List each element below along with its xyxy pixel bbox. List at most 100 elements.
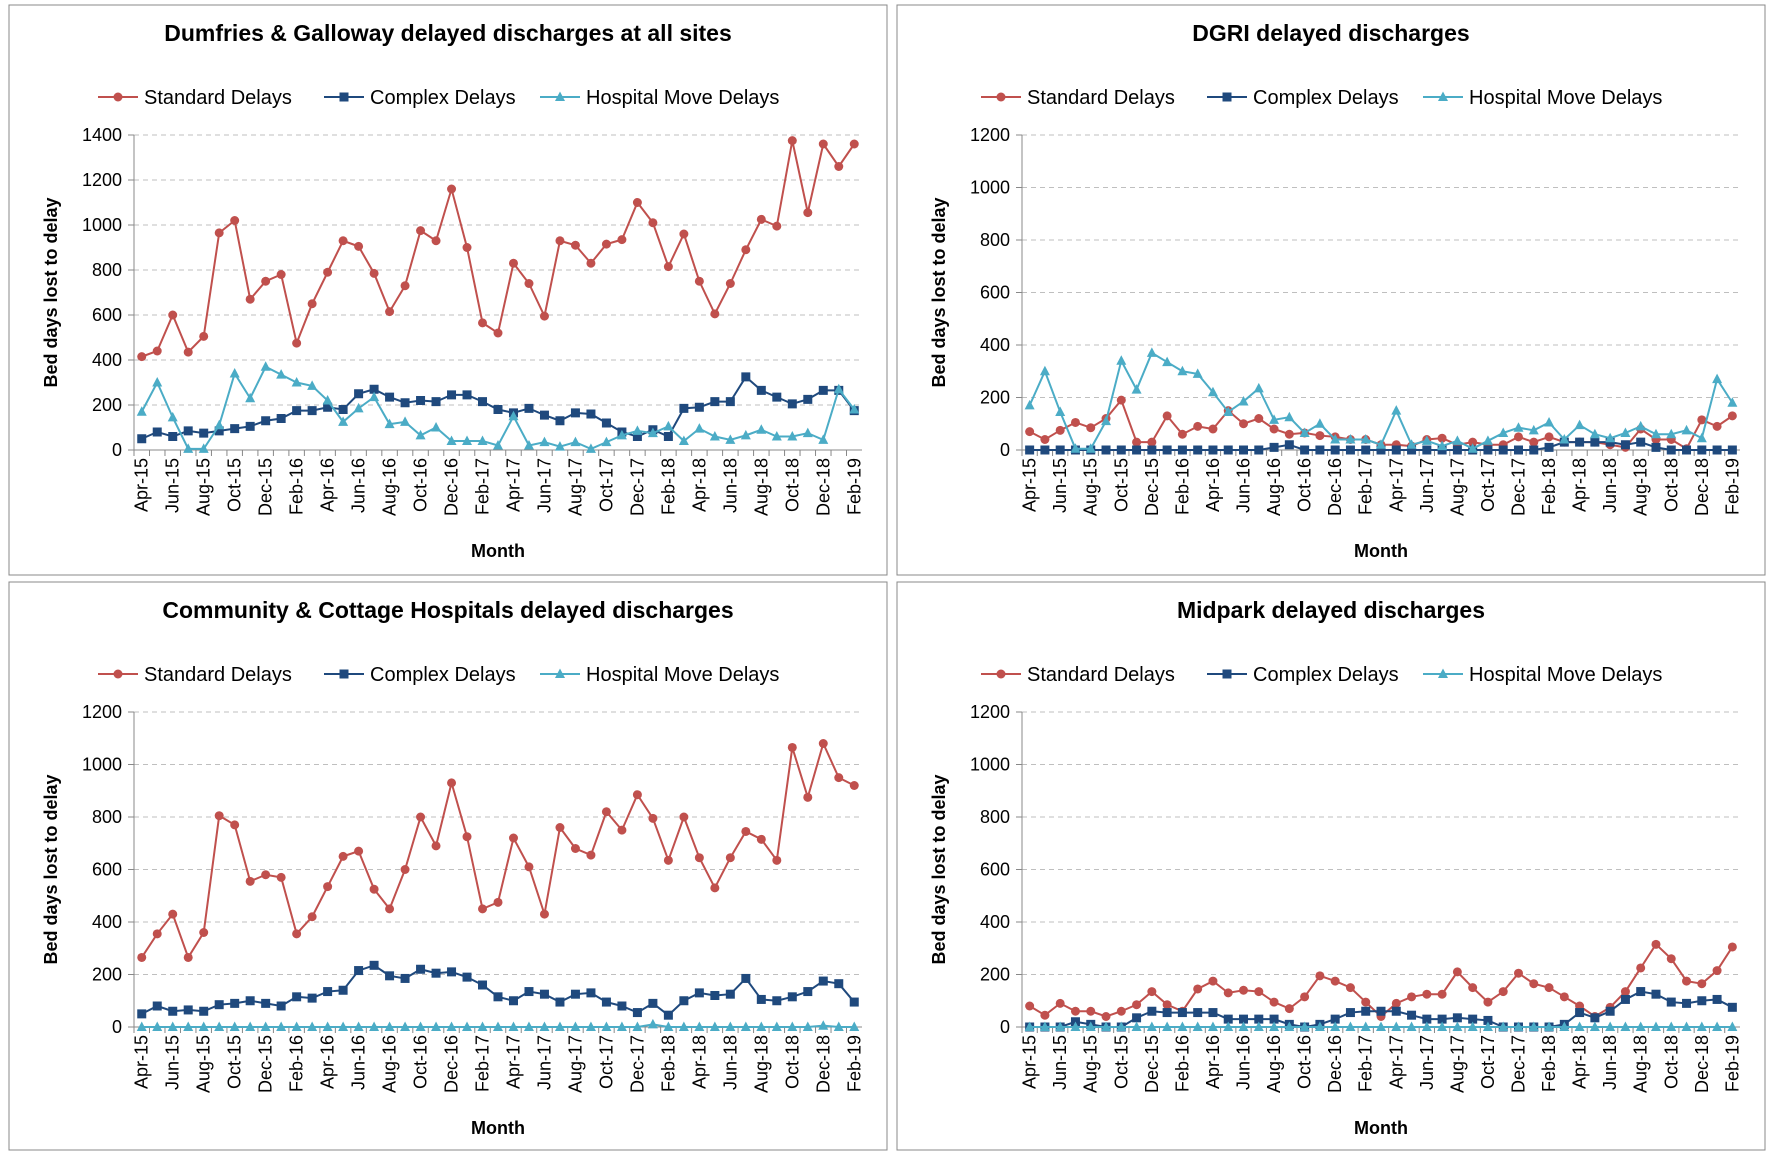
x-tick-label: Oct-15 [225,458,245,512]
data-point [1025,427,1035,437]
data-point [322,1021,333,1031]
data-point [787,742,797,752]
data-point [1559,1021,1570,1031]
data-point [1605,1006,1615,1016]
data-point [431,422,442,432]
x-tick-label: Oct-18 [1661,458,1681,512]
x-tick-label: Aug-18 [751,1035,771,1093]
data-point [632,790,642,800]
data-point [385,904,395,914]
data-point [834,773,844,783]
data-point [1682,445,1692,455]
data-point [1636,963,1646,973]
data-point [802,1021,813,1031]
data-point [152,427,162,437]
data-point [1529,445,1539,455]
data-point [1055,1021,1066,1031]
data-point [1116,1006,1126,1016]
data-point [1039,365,1050,376]
data-point [1284,429,1294,439]
data-point [678,435,689,445]
data-point [1254,414,1264,423]
data-point [1513,432,1523,442]
legend-marker [1438,91,1448,101]
data-point [1269,414,1280,424]
x-tick-label: Feb-18 [658,458,678,515]
x-tick-label: Apr-17 [1386,458,1406,512]
data-point [168,432,178,441]
x-tick-label: Jun-16 [1234,458,1254,513]
data-point [1239,985,1249,995]
data-point [849,997,859,1007]
data-point [1269,442,1279,452]
x-tick-label: Feb-17 [1356,458,1376,515]
data-point [183,952,193,962]
data-point [1239,1014,1249,1024]
data-point [1086,1006,1096,1016]
data-point [276,270,286,279]
legend-label: Complex Delays [1253,664,1399,686]
data-point [710,309,720,319]
data-point [1482,1021,1493,1031]
data-point [663,1021,674,1031]
data-point [446,435,457,445]
data-point [322,395,333,405]
data-point [1666,1021,1677,1031]
y-tick-label: 1000 [970,178,1010,198]
x-tick-label: Aug-15 [194,458,214,516]
data-point [1330,1021,1341,1031]
data-point [508,258,518,268]
data-point [849,781,859,790]
x-tick-label: Jun-17 [1417,1035,1437,1090]
data-point [1300,992,1310,1002]
data-point [353,402,364,413]
x-tick-label: Dec-17 [627,458,647,516]
data-point [1254,445,1264,455]
data-point [1238,1021,1249,1031]
data-point [1330,434,1341,444]
data-point [1269,1014,1279,1024]
x-tick-label: Oct-18 [782,458,802,512]
x-tick-label: Jun-15 [1050,458,1070,513]
x-tick-label: Apr-18 [689,458,709,512]
data-point [168,310,178,320]
data-point [1146,1021,1157,1031]
data-point [323,882,333,892]
data-point [663,432,673,441]
data-point [554,1021,565,1031]
data-point [1193,1008,1203,1018]
x-tick-label: Dec-15 [256,458,276,516]
data-point [601,418,611,428]
x-axis-title: Month [1354,1118,1408,1138]
data-point [1529,437,1539,447]
data-point [1376,1006,1386,1016]
data-point [632,425,643,435]
data-point [245,1021,256,1031]
data-point [1070,443,1081,453]
data-point [570,240,580,250]
data-point [1483,445,1493,455]
data-point [1315,445,1325,455]
y-axis-title: Bed days lost to delay [41,774,61,964]
data-point [678,1021,689,1031]
data-point [1101,415,1112,426]
data-point [1391,445,1401,455]
data-point [803,792,813,802]
data-point [1238,395,1249,406]
data-point [338,851,348,861]
panel-border [8,581,888,1151]
x-tick-label: Dec-18 [813,458,833,516]
x-tick-label: Oct-17 [596,458,616,512]
data-point [617,1001,627,1011]
data-point [1315,971,1325,981]
data-point [1223,988,1233,998]
data-point [260,1021,271,1031]
data-point [1284,1021,1295,1031]
data-point [183,426,193,436]
x-tick-label: Jun-16 [1234,1035,1254,1090]
x-tick-label: Jun-15 [1050,1035,1070,1090]
data-point [354,966,364,976]
legend-entry: Standard Delays [981,664,1175,686]
data-point [1162,1008,1172,1018]
data-point [679,229,689,239]
